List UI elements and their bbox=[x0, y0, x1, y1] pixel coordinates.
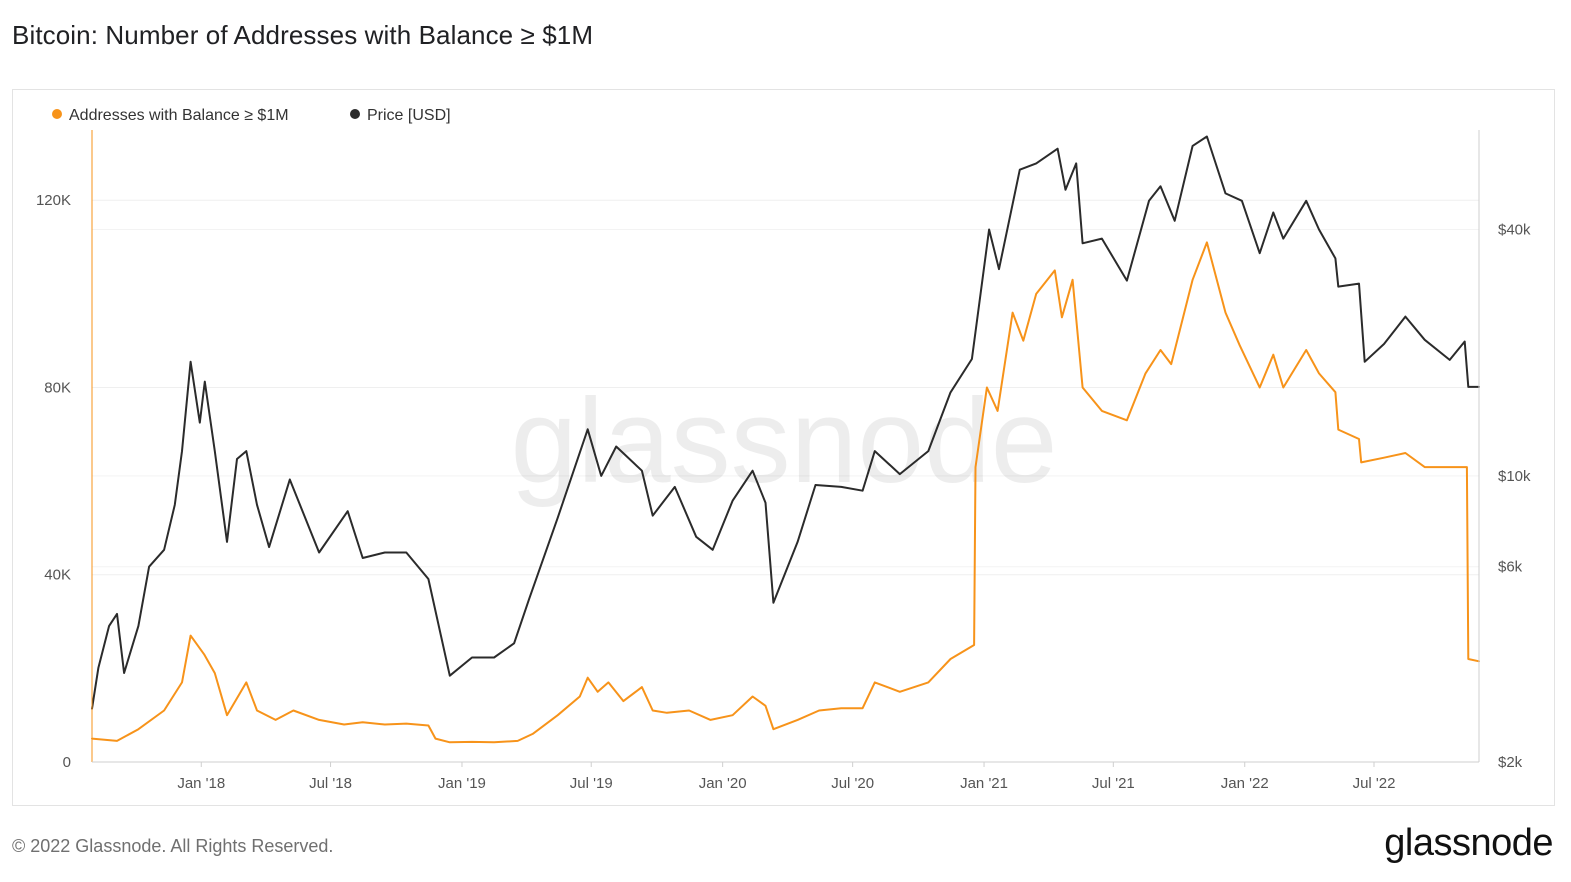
x-tick-label: Jul '22 bbox=[1353, 775, 1396, 792]
y-left-tick-label: 120K bbox=[36, 192, 71, 209]
x-tick-label: Jan '19 bbox=[438, 775, 486, 792]
chart-panel: glassnode Jan '18 Jul '18 Jan '19 Jul '19 Ja… bbox=[12, 89, 1555, 806]
legend-label: Price [USD] bbox=[367, 107, 451, 124]
glassnode-logo[interactable]: glassnode bbox=[1384, 822, 1553, 864]
legend-marker bbox=[52, 109, 62, 119]
x-tick-label: Jan '22 bbox=[1221, 775, 1269, 792]
series-line-price bbox=[91, 135, 1480, 710]
axes: Jan '18 Jul '18 Jan '19 Jul '19 Jan '20 Jul '… bbox=[36, 130, 1531, 792]
series-lines bbox=[91, 135, 1480, 744]
x-tick-label: Jan '21 bbox=[960, 775, 1008, 792]
x-tick-label: Jan '20 bbox=[699, 775, 747, 792]
x-tick-label: Jan '18 bbox=[177, 775, 225, 792]
watermark: glassnode bbox=[510, 374, 1057, 508]
page-title: Bitcoin: Number of Addresses with Balanc… bbox=[12, 20, 594, 50]
chart: glassnode Jan '18 Jul '18 Jan '19 Jul '19 Ja… bbox=[36, 107, 1531, 792]
y-right-tick-label: $2k bbox=[1498, 754, 1523, 771]
x-tick-label: Jul '19 bbox=[570, 775, 613, 792]
legend-marker bbox=[350, 109, 360, 119]
y-right-tick-label: $10k bbox=[1498, 468, 1531, 485]
copyright-text: © 2022 Glassnode. All Rights Reserved. bbox=[12, 836, 334, 856]
x-tick-label: Jul '20 bbox=[831, 775, 874, 792]
y-left-tick-label: 80K bbox=[44, 379, 71, 396]
x-tick-label: Jul '21 bbox=[1092, 775, 1135, 792]
series-line-addresses bbox=[91, 241, 1480, 744]
legend-label: Addresses with Balance ≥ $1M bbox=[69, 107, 289, 124]
legend-item[interactable]: Addresses with Balance ≥ $1M bbox=[52, 107, 289, 124]
legend-item[interactable]: Price [USD] bbox=[350, 107, 451, 124]
y-right-tick-label: $6k bbox=[1498, 559, 1523, 576]
y-left-tick-label: 40K bbox=[44, 567, 71, 584]
y-left-tick-label: 0 bbox=[63, 754, 71, 771]
x-tick-label: Jul '18 bbox=[309, 775, 352, 792]
legend: Addresses with Balance ≥ $1M Price [USD] bbox=[52, 107, 451, 124]
y-right-tick-label: $40k bbox=[1498, 221, 1531, 238]
